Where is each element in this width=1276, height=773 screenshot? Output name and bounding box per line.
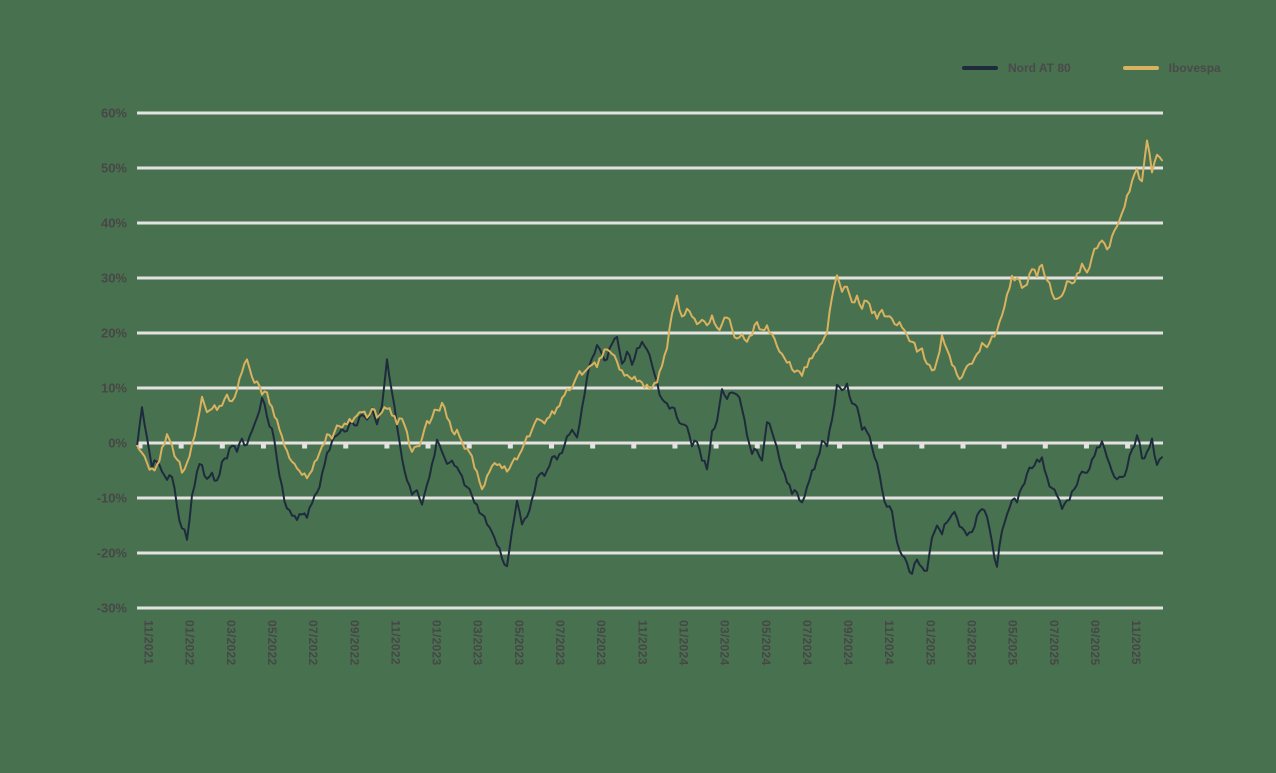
x-tick-label: 01/2023 (430, 620, 444, 666)
x-tick-label: 11/2025 (1129, 620, 1143, 665)
legend-label-nord: Nord AT 80 (1008, 61, 1071, 75)
zero-line-tick (590, 444, 596, 449)
zero-line-tick (384, 444, 390, 449)
zero-line-tick (466, 444, 472, 449)
zero-line-tick (713, 444, 719, 449)
zero-line-tick (631, 444, 637, 449)
zero-line-tick (260, 444, 266, 449)
y-tick-label: 10% (101, 381, 127, 396)
zero-line-tick (754, 444, 760, 449)
y-tick-label: 0% (108, 436, 127, 451)
x-tick-label: 05/2023 (512, 620, 526, 666)
x-tick-label: 09/2023 (594, 620, 608, 666)
x-tick-label: 07/2024 (800, 620, 814, 666)
x-tick-label: 07/2025 (1047, 620, 1061, 666)
x-tick-label: 03/2023 (471, 620, 485, 666)
x-tick-label: 03/2025 (965, 620, 979, 666)
zero-line-tick (507, 444, 513, 449)
legend-label-ibovespa: Ibovespa (1168, 61, 1221, 75)
zero-line-tick (343, 444, 349, 449)
zero-line-tick (302, 444, 308, 449)
x-tick-label: 09/2025 (1088, 620, 1102, 666)
legend-item-nord-at-80: Nord AT 80 (962, 61, 1071, 75)
series-line-nord-at-80 (136, 335, 1163, 575)
x-tick-label: 07/2022 (306, 620, 320, 666)
zero-line-tick (1001, 444, 1007, 449)
x-tick-label: 11/2024 (882, 620, 896, 665)
x-tick-label: 11/2021 (142, 620, 156, 665)
x-tick-label: 05/2024 (759, 620, 773, 666)
zero-line-tick (919, 444, 925, 449)
zero-line-tick (178, 444, 184, 449)
y-tick-label: 40% (101, 216, 127, 231)
zero-line-tick (425, 444, 431, 449)
x-tick-label: 05/2022 (265, 620, 279, 666)
x-tick-label: 05/2025 (1006, 620, 1020, 666)
legend-swatch-nord-icon (962, 66, 998, 70)
x-tick-label: 09/2022 (347, 620, 361, 666)
x-tick-label: 03/2022 (224, 620, 238, 666)
x-tick-label: 03/2024 (718, 620, 732, 666)
x-tick-label: 07/2023 (553, 620, 567, 666)
series-line-ibovespa (136, 139, 1163, 491)
zero-line-tick (1042, 444, 1048, 449)
y-tick-label: 20% (101, 326, 127, 341)
zero-line-tick (1125, 444, 1131, 449)
zero-line-tick (878, 444, 884, 449)
zero-line-tick (837, 444, 843, 449)
zero-line-tick (219, 444, 225, 449)
zero-line-tick (672, 444, 678, 449)
x-tick-label: 11/2022 (388, 620, 402, 665)
y-tick-label: 60% (101, 106, 127, 121)
legend-swatch-ibovespa-icon (1122, 66, 1159, 70)
y-tick-label: 50% (101, 161, 127, 176)
x-tick-label: 01/2025 (923, 620, 937, 666)
zero-line-tick (549, 444, 554, 449)
x-tick-label: 11/2023 (635, 620, 649, 665)
chart-legend: Nord AT 80 Ibovespa (962, 61, 1221, 75)
y-tick-label: -10% (97, 491, 128, 506)
legend-item-ibovespa: Ibovespa (1122, 61, 1221, 75)
x-tick-label: 01/2022 (183, 620, 197, 666)
zero-line-tick (795, 444, 801, 449)
zero-line-tick (137, 444, 143, 449)
zero-line-tick (960, 444, 966, 449)
y-tick-label: -30% (97, 601, 128, 616)
zero-line-tick (1083, 444, 1089, 449)
x-tick-label: 09/2024 (841, 620, 855, 666)
x-tick-label: 01/2024 (676, 620, 690, 666)
y-tick-label: 30% (101, 271, 127, 286)
y-tick-label: -20% (97, 546, 128, 561)
